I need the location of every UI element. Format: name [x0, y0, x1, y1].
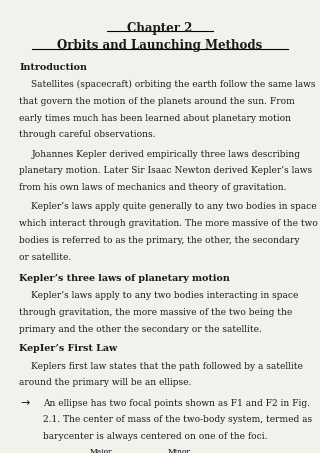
Text: Kepler’s laws apply quite generally to any two bodies in space: Kepler’s laws apply quite generally to a…: [31, 202, 317, 212]
Text: Kepler’s three laws of planetary motion: Kepler’s three laws of planetary motion: [19, 274, 230, 283]
Text: Minor
axis: Minor axis: [168, 448, 191, 453]
Text: →: →: [21, 398, 30, 408]
Text: from his own laws of mechanics and theory of gravitation.: from his own laws of mechanics and theor…: [19, 183, 287, 192]
Text: Kepler’s laws apply to any two bodies interacting in space: Kepler’s laws apply to any two bodies in…: [31, 291, 299, 300]
Text: through gravitation, the more massive of the two being the: through gravitation, the more massive of…: [19, 308, 292, 317]
Text: that govern the motion of the planets around the sun. From: that govern the motion of the planets ar…: [19, 97, 295, 106]
Text: 2.1. The center of mass of the two-body system, termed as: 2.1. The center of mass of the two-body …: [43, 415, 312, 424]
Text: Johannes Kepler derived empirically three laws describing: Johannes Kepler derived empirically thre…: [31, 149, 300, 159]
Text: Major
axis: Major axis: [90, 448, 112, 453]
Text: through careful observations.: through careful observations.: [19, 130, 156, 140]
Text: Chapter 2: Chapter 2: [127, 22, 193, 35]
Text: barycenter is always centered on one of the foci.: barycenter is always centered on one of …: [43, 432, 268, 441]
Text: or satellite.: or satellite.: [19, 253, 71, 262]
Text: Orbits and Launching Methods: Orbits and Launching Methods: [57, 39, 263, 52]
Text: around the primary will be an ellipse.: around the primary will be an ellipse.: [19, 378, 192, 387]
Text: Satellites (spacecraft) orbiting the earth follow the same laws: Satellites (spacecraft) orbiting the ear…: [31, 80, 316, 89]
Text: Introduction: Introduction: [19, 63, 87, 72]
Text: which interact through gravitation. The more massive of the two: which interact through gravitation. The …: [19, 219, 318, 228]
Text: bodies is referred to as the primary, the other, the secondary: bodies is referred to as the primary, th…: [19, 236, 300, 245]
Text: primary and the other the secondary or the satellite.: primary and the other the secondary or t…: [19, 325, 262, 334]
Text: Keplers first law states that the path followed by a satellite: Keplers first law states that the path f…: [31, 361, 303, 371]
Text: An ellipse has two focal points shown as F1 and F2 in Fig.: An ellipse has two focal points shown as…: [43, 399, 310, 408]
Text: planetary motion. Later Sir Isaac Newton derived Kepler’s laws: planetary motion. Later Sir Isaac Newton…: [19, 166, 312, 175]
Text: KepIer’s First Law: KepIer’s First Law: [19, 344, 117, 353]
Text: early times much has been learned about planetary motion: early times much has been learned about …: [19, 114, 291, 123]
